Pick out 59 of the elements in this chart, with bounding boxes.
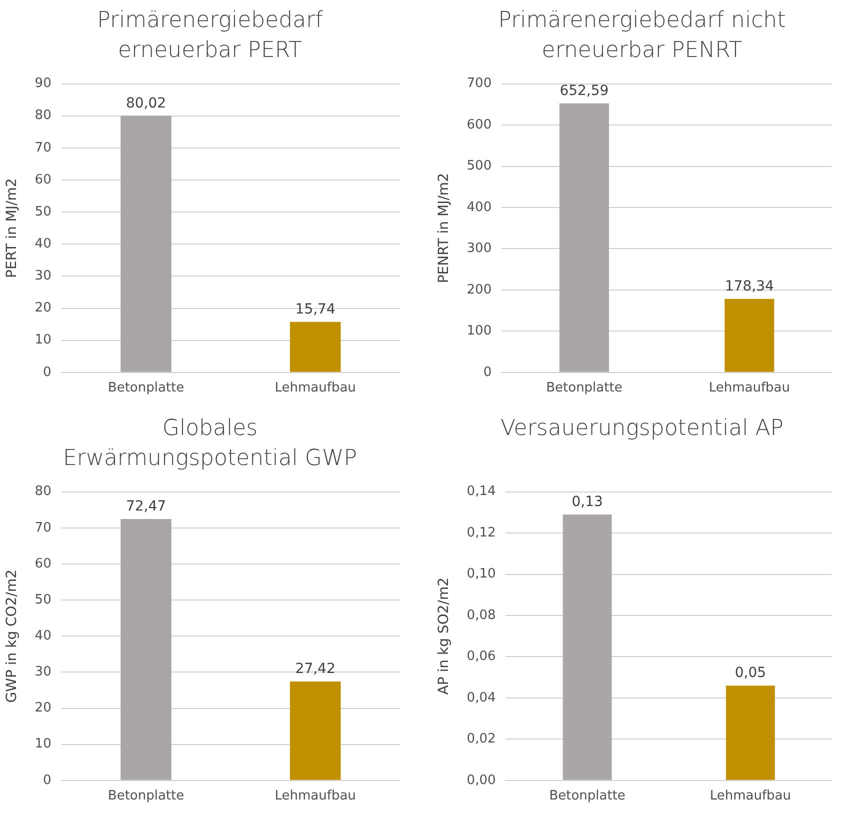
y-tick-label: 600 [466,117,492,132]
y-axis-title: PERT in MJ/m2 [4,178,20,278]
data-label: 72,47 [126,498,166,515]
chart-title: Versauerungspotential AP [499,415,785,443]
y-tick-label: 20 [34,700,52,716]
y-tick-label: 90 [34,76,52,92]
y-tick-label: 0,14 [466,484,496,500]
y-tick-label: 300 [466,241,492,256]
y-tick-label: 40 [34,628,52,644]
y-axis-title: GWP in kg CO2/m2 [4,569,20,703]
y-tick-label: 30 [34,664,52,680]
y-axis-title: AP in kg SO2/m2 [436,578,452,695]
chart-title: Primärenergiebedarf erneuerbar PERT [96,7,324,65]
x-tick-label: Lehmaufbau [274,380,356,396]
data-label: 0,13 [572,494,603,510]
x-tick-label: Betonplatte [549,788,626,804]
chart-title: Globales Erwärmungspotential GWP [62,415,358,473]
y-tick-label: 50 [34,204,52,220]
y-tick-label: 0 [43,364,52,380]
y-tick-label: 70 [34,140,52,156]
data-label: 652,59 [560,82,609,99]
x-tick-label: Betonplatte [108,380,184,396]
y-tick-label: 0,02 [466,732,496,747]
y-tick-label: 10 [34,332,52,348]
y-tick-label: 0,10 [466,566,496,582]
y-tick-label: 0,04 [466,690,496,706]
data-label: 27,42 [295,661,336,678]
data-label: 80,02 [126,95,166,112]
data-label: 0,05 [734,665,766,682]
chart-title: Primärenergiebedarf nicht erneuerbar PENRT [497,7,787,65]
y-tick-label: 20 [34,300,52,316]
x-tick-label: Lehmaufbau [710,788,792,804]
y-tick-label: 0 [43,772,52,788]
y-tick-label: 0,06 [466,649,496,664]
y-tick-label: 60 [34,556,52,572]
y-tick-label: 0,00 [466,772,496,788]
x-tick-label: Betonplatte [546,380,622,396]
y-tick-label: 10 [34,736,52,752]
x-tick-label: Lehmaufbau [274,788,356,804]
y-tick-label: 30 [34,268,52,284]
x-tick-label: Lehmaufbau [708,380,790,396]
y-tick-label: 0,08 [466,608,496,623]
y-tick-label: 500 [466,158,492,174]
data-label: 178,34 [724,278,774,295]
y-tick-label: 60 [34,172,52,188]
y-tick-label: 40 [34,236,52,252]
data-label: 15,74 [295,302,336,318]
y-tick-label: 80 [34,484,52,500]
y-tick-label: 400 [466,200,492,215]
x-tick-label: Betonplatte [108,788,184,804]
y-tick-label: 700 [466,76,492,92]
y-axis-title: PENRT in MJ/m2 [436,173,452,284]
y-tick-label: 100 [466,324,492,339]
y-tick-label: 0,12 [466,525,496,540]
y-tick-label: 200 [466,282,492,298]
y-tick-label: 80 [34,108,52,124]
y-tick-label: 50 [34,592,52,608]
y-tick-label: 0 [483,364,492,380]
y-tick-label: 70 [34,520,52,536]
